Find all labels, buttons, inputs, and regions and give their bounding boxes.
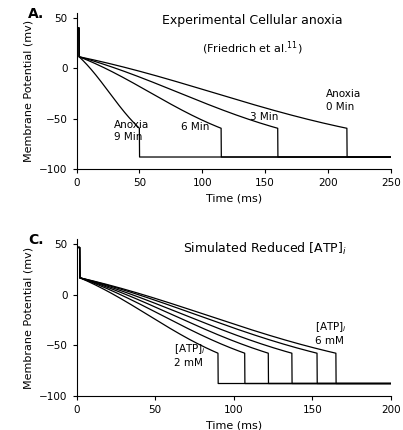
Y-axis label: Membrane Potential (mv): Membrane Potential (mv) (24, 20, 33, 162)
X-axis label: Time (ms): Time (ms) (206, 194, 262, 204)
Text: C.: C. (28, 233, 44, 247)
X-axis label: Time (ms): Time (ms) (206, 420, 262, 430)
Text: Experimental Cellular anoxia: Experimental Cellular anoxia (162, 15, 343, 28)
Text: 6 Min: 6 Min (181, 122, 209, 132)
Text: [ATP]$_i$
2 mM: [ATP]$_i$ 2 mM (174, 342, 206, 369)
Text: [ATP]$_i$
6 mM: [ATP]$_i$ 6 mM (316, 320, 347, 346)
Text: A.: A. (28, 6, 44, 21)
Text: 3 Min: 3 Min (250, 112, 278, 122)
Text: (Friedrich et al.$^{11}$): (Friedrich et al.$^{11}$) (202, 40, 303, 57)
Text: Anoxia
0 Min: Anoxia 0 Min (326, 89, 361, 112)
Y-axis label: Membrane Potential (mv): Membrane Potential (mv) (24, 246, 33, 389)
Text: Anoxia
9 Min: Anoxia 9 Min (114, 120, 150, 142)
Text: Simulated Reduced [ATP]$_i$: Simulated Reduced [ATP]$_i$ (183, 241, 347, 257)
